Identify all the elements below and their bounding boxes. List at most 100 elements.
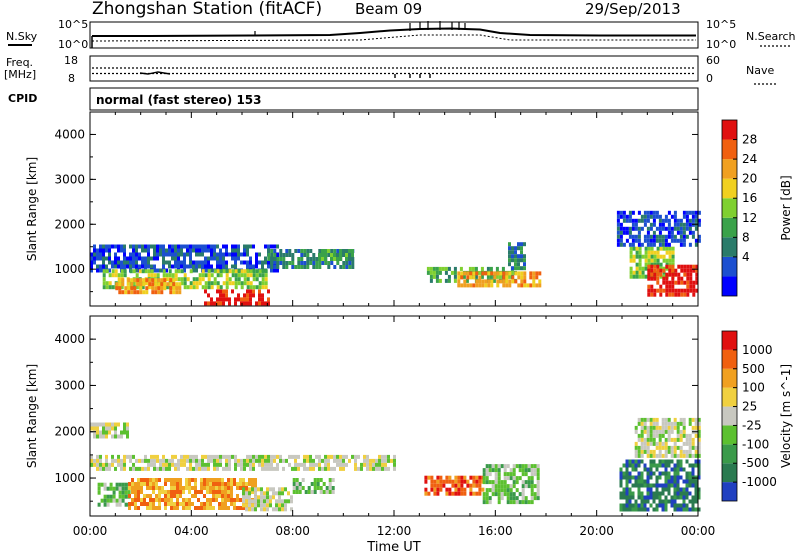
nsky-tick-low: 10^0: [58, 38, 88, 51]
data-region: [242, 487, 293, 512]
colorbar-tick-label: 100: [742, 381, 765, 395]
y-tick-label: 2000: [54, 425, 85, 439]
colorbar-segment: [722, 331, 737, 350]
y-tick-label: 2000: [54, 217, 85, 231]
data-region: [292, 478, 335, 494]
colorbar-segment: [722, 237, 737, 257]
data-region: [619, 459, 701, 512]
nsearch-label: N.Search: [746, 30, 796, 43]
colorbar-tick-label: 16: [742, 191, 757, 205]
colorbar-tick-label: 12: [742, 211, 757, 225]
cpid-label: CPID: [8, 92, 37, 105]
data-region: [115, 278, 182, 295]
colorbar-segment: [722, 463, 737, 483]
data-region: [457, 271, 542, 288]
colorbar-tick-label: 20: [742, 172, 757, 186]
data-region: [616, 210, 701, 247]
y-axis-title: Slant Range [km]: [25, 157, 39, 261]
cpid-panel: CPID normal (fast stereo) 153: [8, 87, 699, 111]
power-panel: 4000 3000 2000 1000 Slant Range [km] 28 24 20 16…: [25, 111, 793, 307]
x-tick-label: 00:00: [73, 524, 108, 538]
x-tick-label: 20:00: [579, 524, 614, 538]
colorbar-tick-label: 24: [742, 152, 757, 166]
x-tick-label: 04:00: [174, 524, 209, 538]
x-tick-label: 16:00: [478, 524, 513, 538]
y-tick-label: 4000: [54, 127, 85, 141]
colorbar-tick-label: -500: [742, 456, 769, 470]
nsky-spikes: [254, 21, 466, 35]
colorbar-segment: [722, 139, 737, 160]
data-region: [647, 264, 699, 297]
y-axis-title: Slant Range [km]: [25, 364, 39, 468]
colorbar-tick-label: 500: [742, 362, 765, 376]
nsky-label: N.Sky: [6, 30, 38, 43]
station-title: Zhongshan Station (fitACF): [92, 0, 322, 19]
plot-area: [90, 112, 698, 306]
colorbar-tick-label: 1000: [742, 343, 773, 357]
y-tick-label: 3000: [54, 378, 85, 392]
nsearch-trace: [91, 34, 696, 42]
velocity-panel: 4000 3000 2000 1000 Slant Range [km] 00:00 04:…: [25, 315, 793, 538]
colorbar-segment: [722, 444, 737, 464]
nave-label: Nave: [746, 64, 774, 77]
colorbar-segment: [722, 406, 737, 426]
data-region: [318, 249, 354, 261]
colorbar-tick-label: 28: [742, 133, 757, 147]
cpid-value: normal (fast stereo) 153: [96, 93, 262, 107]
data-region: [482, 464, 540, 505]
colorbar-tick-label: 4: [742, 250, 750, 264]
colorbar-segment: [722, 178, 737, 199]
plot-area: [90, 316, 698, 516]
freq-panel: Freq. [MHz] 18 8 60 0 Nave: [4, 54, 776, 85]
freq-tick-high: 18: [64, 54, 78, 67]
nsky-tick-high: 10^5: [58, 18, 88, 31]
colorbar-title: Velocity [m s^-1]: [779, 364, 793, 468]
data-region: [90, 454, 396, 471]
x-axis-title: Time UT: [366, 540, 420, 554]
colorbar-segment: [722, 198, 737, 218]
colorbar-tick-label: 8: [742, 230, 750, 244]
date-label: 29/Sep/2013: [585, 0, 681, 18]
colorbar-segment: [722, 276, 737, 296]
colorbar-segment: [722, 425, 737, 445]
x-tick-label: 08:00: [275, 524, 310, 538]
colorbar-segment: [722, 256, 737, 277]
colorbar-frame: [721, 119, 738, 297]
nsky-panel: N.Sky 10^5 10^0 10^5 10^0 N.Search: [6, 18, 796, 51]
colorbar-tick-label: 25: [742, 400, 757, 414]
colorbar-segment: [722, 387, 737, 407]
freq-dip: [139, 71, 431, 78]
data-region: [508, 242, 526, 271]
colorbar-tick-label: -100: [742, 437, 769, 451]
nave-tick-high: 60: [706, 54, 720, 67]
colorbar-tick-label: -25: [742, 418, 762, 432]
freq-unit: [MHz]: [4, 68, 36, 81]
x-tick-label: 00:00: [681, 524, 716, 538]
colorbar-segment: [722, 349, 737, 369]
colorbar-segment: [722, 120, 737, 140]
colorbar-title: Power [dB]: [779, 175, 793, 240]
nave-tick-low: 0: [706, 72, 713, 85]
colorbar-segment: [722, 482, 737, 501]
nsearch-tick-low: 10^0: [706, 38, 736, 51]
data-region: [102, 269, 268, 290]
freq-label: Freq.: [6, 56, 33, 69]
freq-tick-low: 8: [68, 72, 75, 85]
y-tick-label: 4000: [54, 332, 85, 346]
y-tick-label: 1000: [54, 262, 85, 276]
y-tick-label: 1000: [54, 471, 85, 485]
y-tick-label: 3000: [54, 172, 85, 186]
colorbar-tick-label: -1000: [742, 475, 777, 489]
nsearch-tick-high: 10^5: [706, 18, 736, 31]
colorbar-frame: [721, 330, 738, 502]
x-tick-label: 12:00: [377, 524, 412, 538]
beam-label: Beam 09: [355, 0, 422, 18]
cpid-frame: [89, 87, 699, 111]
colorbar-segment: [722, 368, 737, 388]
data-region: [634, 417, 701, 458]
data-region: [424, 475, 485, 496]
colorbar-segment: [722, 159, 737, 179]
data-region: [204, 289, 270, 306]
